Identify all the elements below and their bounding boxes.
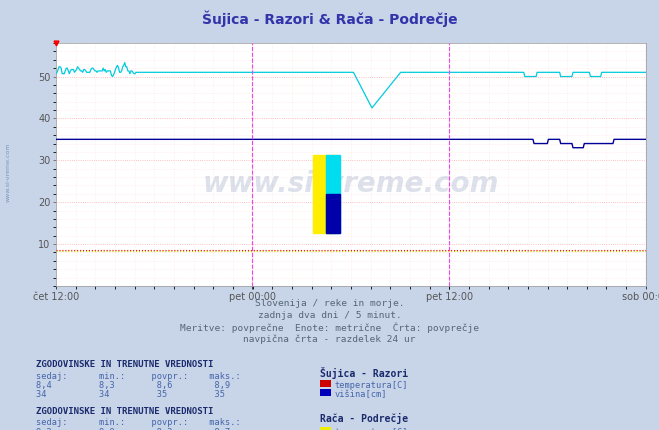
Text: temperatura[C]: temperatura[C] [335,428,409,430]
Text: Meritve: povprečne  Enote: metrične  Črta: povprečje: Meritve: povprečne Enote: metrične Črta:… [180,323,479,333]
Text: navpična črta - razdelek 24 ur: navpična črta - razdelek 24 ur [243,335,416,344]
Text: Rača - Podrečje: Rača - Podrečje [320,413,408,424]
Bar [326,194,340,233]
Text: višina[cm]: višina[cm] [335,390,387,399]
Text: Šujica - Razori: Šujica - Razori [320,367,408,379]
Text: Slovenija / reke in morje.: Slovenija / reke in morje. [255,299,404,308]
Text: sedaj:      min.:     povpr.:    maks.:: sedaj: min.: povpr.: maks.: [36,372,241,381]
Text: 8,2         8,0        8,3        8,7: 8,2 8,0 8,3 8,7 [36,428,231,430]
Bar [312,155,337,233]
Text: 34          34         35         35: 34 34 35 35 [36,390,225,399]
Text: ZGODOVINSKE IN TRENUTNE VREDNOSTI: ZGODOVINSKE IN TRENUTNE VREDNOSTI [36,407,214,416]
Text: www.si-vreme.com: www.si-vreme.com [5,142,11,202]
Text: ZGODOVINSKE IN TRENUTNE VREDNOSTI: ZGODOVINSKE IN TRENUTNE VREDNOSTI [36,360,214,369]
Text: Šujica - Razori & Rača - Podrečje: Šujica - Razori & Rača - Podrečje [202,11,457,27]
Text: 8,4         8,3        8,6        8,9: 8,4 8,3 8,6 8,9 [36,381,231,390]
Text: sedaj:      min.:     povpr.:    maks.:: sedaj: min.: povpr.: maks.: [36,418,241,427]
Bar [326,155,340,233]
Text: temperatura[C]: temperatura[C] [335,381,409,390]
Text: www.si-vreme.com: www.si-vreme.com [203,170,499,198]
Text: zadnja dva dni / 5 minut.: zadnja dva dni / 5 minut. [258,311,401,320]
